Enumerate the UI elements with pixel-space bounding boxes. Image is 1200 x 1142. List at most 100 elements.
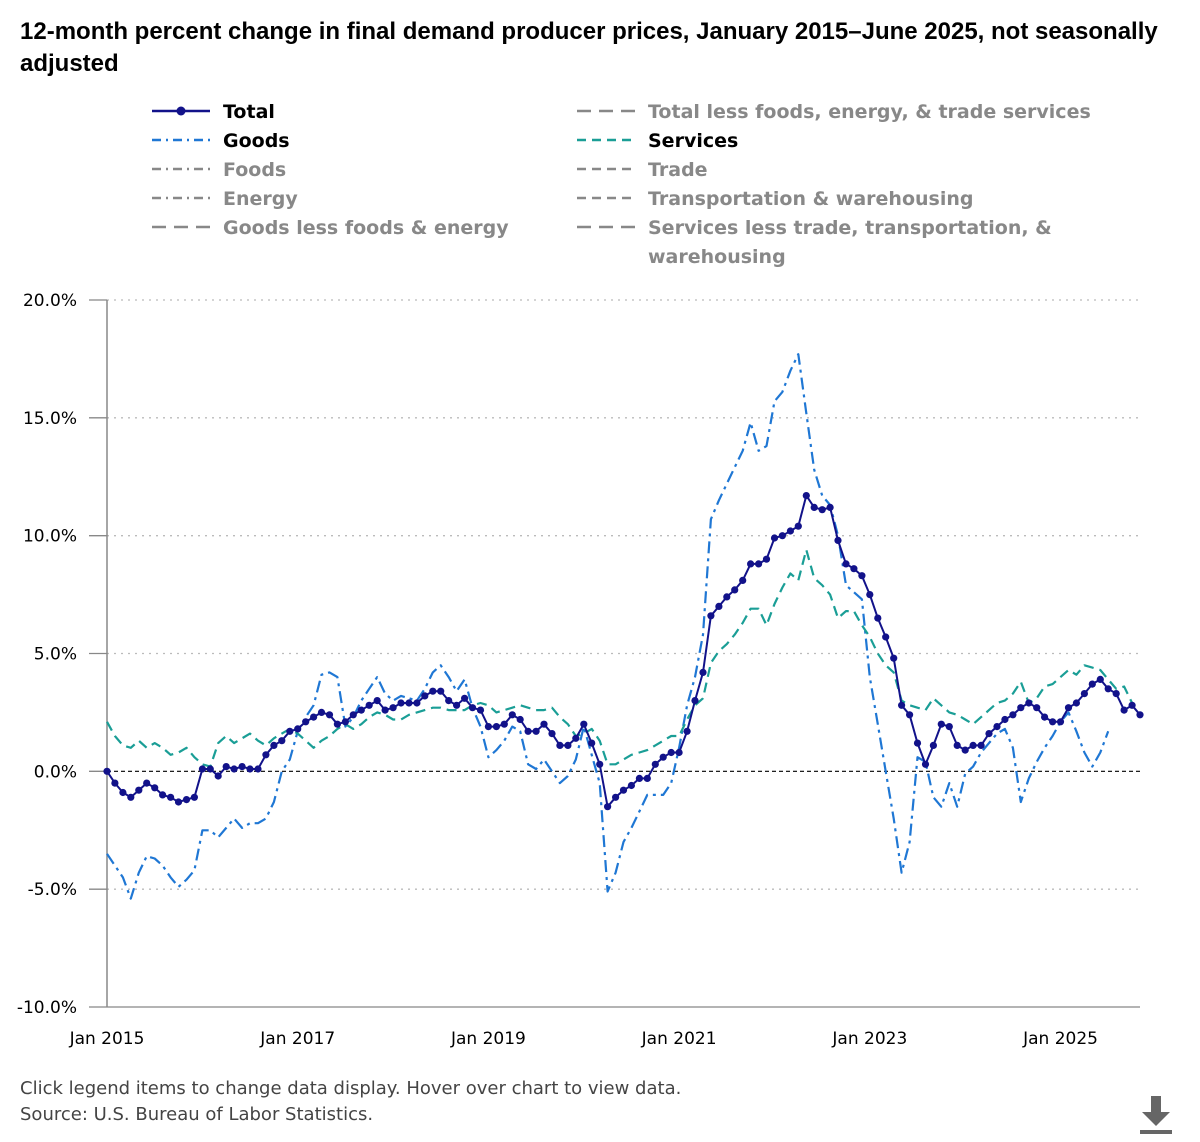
data-point-total[interactable] (786, 527, 795, 535)
data-point-total[interactable] (977, 741, 985, 750)
data-point-total[interactable] (667, 748, 675, 757)
data-point-total[interactable] (755, 560, 763, 568)
data-point-total[interactable] (341, 718, 349, 726)
data-point-total[interactable] (588, 739, 596, 747)
data-point-total[interactable] (1049, 718, 1057, 726)
legend-item-services-less-trade-transportation[interactable]: Services less trade, transportation, & wa… (577, 217, 1052, 268)
data-point-total[interactable] (532, 727, 540, 735)
data-point-total[interactable] (651, 760, 659, 768)
data-point-total[interactable] (317, 708, 326, 717)
data-point-total[interactable] (675, 748, 683, 757)
data-point-total[interactable] (421, 692, 429, 700)
legend-item-foods[interactable]: Foods (152, 159, 286, 181)
data-point-total[interactable] (556, 741, 564, 750)
data-point-total[interactable] (310, 713, 318, 721)
data-point-total[interactable] (214, 772, 222, 780)
data-point-total[interactable] (818, 506, 826, 514)
legend-item-total-less-foods-energy-trade-services[interactable]: Total less foods, energy, & trade servic… (577, 101, 1091, 123)
data-point-total[interactable] (1080, 690, 1088, 698)
data-point-total[interactable] (683, 727, 691, 735)
data-point-total[interactable] (596, 760, 604, 768)
data-point-total[interactable] (254, 765, 262, 773)
legend-item-energy[interactable]: Energy (152, 188, 298, 210)
data-point-total[interactable] (182, 796, 191, 804)
data-point-total[interactable] (969, 741, 977, 750)
data-point-total[interactable] (619, 786, 628, 794)
data-point-total[interactable] (167, 793, 175, 801)
data-point-total[interactable] (1128, 701, 1136, 709)
data-point-total[interactable] (810, 503, 818, 511)
data-point-total[interactable] (159, 791, 167, 799)
data-point-total[interactable] (206, 765, 214, 773)
data-point-total[interactable] (524, 727, 532, 735)
data-point-total[interactable] (151, 784, 159, 792)
data-point-total[interactable] (270, 741, 278, 750)
data-point-total[interactable] (476, 706, 485, 714)
data-point-total[interactable] (1017, 704, 1025, 712)
series-goods[interactable] (106, 353, 1110, 900)
plot-area[interactable] (103, 353, 1144, 900)
data-point-total[interactable] (278, 737, 286, 745)
data-point-total[interactable] (437, 687, 445, 695)
data-point-total[interactable] (635, 774, 644, 783)
data-point-total[interactable] (508, 711, 516, 719)
data-point-total[interactable] (627, 781, 636, 790)
data-point-total[interactable] (953, 741, 961, 750)
data-point-total[interactable] (357, 706, 365, 714)
data-point-total[interactable] (826, 503, 834, 511)
data-point-total[interactable] (174, 798, 183, 806)
data-point-total[interactable] (484, 723, 492, 731)
data-point-total[interactable] (111, 779, 119, 787)
data-point-total[interactable] (961, 746, 969, 754)
data-point-total[interactable] (445, 697, 453, 705)
data-point-total[interactable] (119, 788, 127, 797)
data-point-total[interactable] (572, 734, 580, 742)
data-point-total[interactable] (468, 704, 477, 712)
data-point-total[interactable] (643, 774, 651, 783)
data-point-total[interactable] (1025, 699, 1033, 707)
data-point-total[interactable] (612, 793, 620, 801)
data-point-total[interactable] (222, 763, 230, 771)
data-point-total[interactable] (500, 720, 508, 728)
data-point-total[interactable] (1064, 704, 1073, 712)
data-point-total[interactable] (1056, 718, 1065, 726)
data-point-total[interactable] (333, 720, 341, 728)
data-point-total[interactable] (731, 586, 739, 594)
data-point-total[interactable] (1001, 715, 1009, 724)
data-point-total[interactable] (349, 711, 357, 719)
data-point-total[interactable] (937, 720, 945, 728)
legend-item-transportation-warehousing[interactable]: Transportation & warehousing (577, 188, 974, 210)
data-point-total[interactable] (762, 555, 771, 563)
data-point-total[interactable] (198, 765, 206, 773)
data-point-total[interactable] (405, 699, 413, 707)
data-point-total[interactable] (365, 701, 373, 709)
data-point-total[interactable] (238, 763, 246, 771)
data-point-total[interactable] (246, 765, 254, 773)
data-point-total[interactable] (127, 793, 135, 801)
data-point-total[interactable] (580, 720, 588, 728)
data-point-total[interactable] (802, 492, 810, 500)
data-point-total[interactable] (1072, 699, 1080, 707)
chart[interactable]: Total Goods Foods Energy Goods less foods & … (0, 0, 1200, 1070)
legend-item-services[interactable]: Services (577, 130, 738, 152)
data-point-total[interactable] (715, 602, 723, 611)
data-point-total[interactable] (778, 532, 787, 540)
data-point-total[interactable] (373, 697, 381, 705)
data-point-total[interactable] (294, 725, 302, 733)
data-point-total[interactable] (230, 765, 238, 773)
data-point-total[interactable] (882, 633, 890, 641)
data-point-total[interactable] (604, 803, 612, 811)
data-point-total[interactable] (945, 723, 953, 731)
data-point-total[interactable] (540, 720, 548, 728)
series-total[interactable] (103, 492, 1144, 811)
data-point-total[interactable] (516, 715, 524, 724)
data-point-total[interactable] (699, 668, 707, 677)
data-point-total[interactable] (1120, 706, 1128, 714)
data-point-total[interactable] (302, 718, 310, 726)
data-point-total[interactable] (794, 522, 802, 530)
data-point-total[interactable] (739, 576, 747, 585)
data-point-total[interactable] (898, 701, 906, 709)
data-point-total[interactable] (381, 706, 389, 714)
data-point-total[interactable] (262, 751, 270, 759)
legend-item-trade[interactable]: Trade (577, 159, 708, 181)
